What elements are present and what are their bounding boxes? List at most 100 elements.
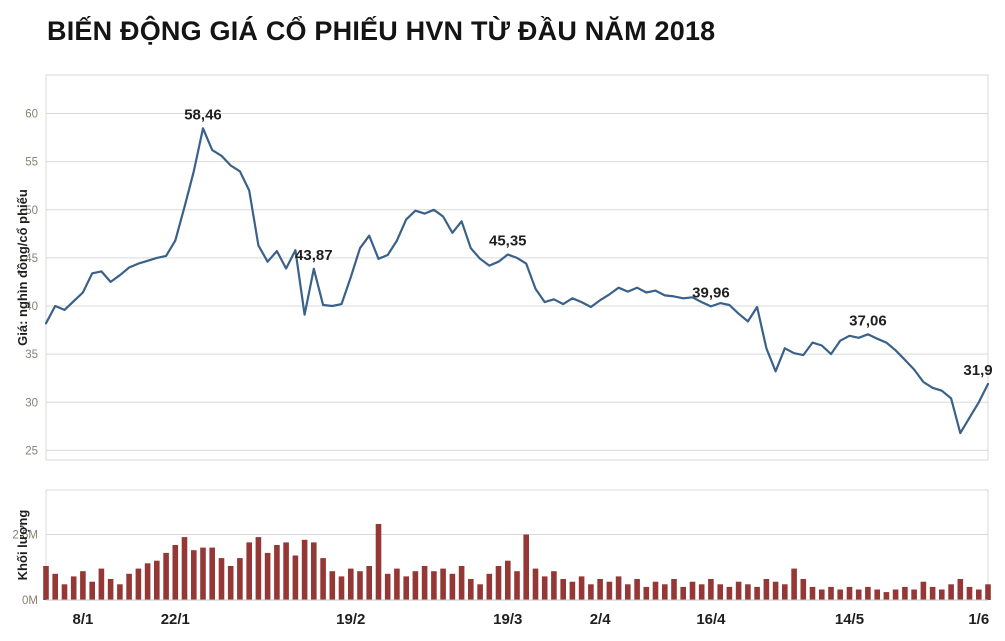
volume-bar <box>966 586 973 600</box>
volume-bar <box>735 581 742 600</box>
volume-bar <box>588 584 594 600</box>
volume-bar <box>191 550 197 600</box>
volume-bar <box>320 558 326 600</box>
price-plot-border <box>45 74 989 461</box>
volume-bar <box>227 566 234 600</box>
volume-bar <box>89 581 95 600</box>
volume-y-axis-labels: 2.5M 0M <box>12 530 988 607</box>
volume-bar <box>505 560 511 600</box>
volume-bar <box>745 584 751 600</box>
volume-bar <box>477 584 483 600</box>
volume-bar <box>98 568 105 600</box>
volume-bar <box>819 589 825 600</box>
volume-bar <box>920 581 927 600</box>
volume-bar <box>717 584 723 600</box>
volume-bar <box>828 586 834 600</box>
volume-bar <box>726 586 733 600</box>
volume-bar <box>523 534 529 600</box>
volume-bar <box>329 571 336 600</box>
volume-bar <box>237 558 243 600</box>
volume-bar <box>246 542 252 600</box>
volume-bar <box>606 581 613 600</box>
price-y-tick-label: 25 <box>25 445 38 457</box>
volume-bar <box>911 589 917 600</box>
volume-bar <box>532 568 539 600</box>
volume-axis-title: Khối lượng <box>15 510 30 581</box>
volume-bar <box>403 576 409 600</box>
volume-bar <box>800 579 807 600</box>
x-tick-label: 19/2 <box>336 611 365 628</box>
volume-bar <box>357 571 363 600</box>
price-axis-title: Giá: nghìn đồng/cổ phiếu <box>15 189 30 346</box>
volume-bar <box>551 571 557 600</box>
volume-bar <box>301 539 308 600</box>
price-y-tick-label: 40 <box>25 301 38 313</box>
volume-bar <box>929 586 936 600</box>
volume-bar <box>70 576 77 600</box>
volume-bar <box>846 586 853 600</box>
volume-bar <box>486 573 493 600</box>
volume-bar <box>458 566 465 600</box>
price-y-axis-labels: 25 30 35 40 45 50 55 60 <box>25 109 38 458</box>
volume-bar <box>200 547 206 600</box>
x-tick-label: 2/4 <box>590 611 612 628</box>
price-y-tick-label: 45 <box>25 253 38 265</box>
volume-bar <box>569 581 576 600</box>
volume-bar <box>902 586 908 600</box>
volume-bar <box>985 584 991 600</box>
price-annotations: 58,46 43,87 45,35 39,96 37,06 31,9 <box>184 106 992 379</box>
x-axis-labels: 8/1 22/1 19/2 19/3 2/4 16/4 14/5 1/6 <box>73 611 990 628</box>
price-y-tick-label: 30 <box>25 397 38 409</box>
volume-bar <box>948 584 954 600</box>
volume-y-tick-label: 0M <box>22 595 38 607</box>
x-tick-label: 19/3 <box>493 611 522 628</box>
volume-bar <box>597 579 603 600</box>
volume-bar <box>791 568 797 600</box>
volume-bar <box>80 571 86 600</box>
price-y-tick-label: 55 <box>25 157 38 169</box>
volume-bar <box>135 568 142 600</box>
volume-bar <box>412 571 419 600</box>
volume-bar <box>560 579 566 600</box>
x-tick-label: 8/1 <box>73 611 94 628</box>
volume-bars <box>43 524 991 600</box>
volume-bar <box>495 566 502 600</box>
volume-bar <box>375 524 382 600</box>
price-annotation: 45,35 <box>489 233 527 250</box>
price-annotation: 43,87 <box>295 247 333 264</box>
volume-bar <box>772 581 779 600</box>
price-gridlines <box>46 113 988 451</box>
volume-bar <box>117 584 123 600</box>
chart-title: BIẾN ĐỘNG GIÁ CỔ PHIẾU HVN TỪ ĐẦU NĂM 20… <box>47 16 716 46</box>
price-line <box>44 127 990 435</box>
price-y-tick-label: 60 <box>25 109 38 121</box>
volume-bar <box>662 584 668 600</box>
volume-bar <box>292 555 299 600</box>
volume-bar <box>61 584 68 600</box>
volume-bar <box>671 579 677 600</box>
volume-bar <box>874 589 880 600</box>
volume-bar <box>680 586 686 600</box>
volume-bar <box>181 537 188 600</box>
price-annotation: 39,96 <box>692 284 730 301</box>
volume-bar <box>708 579 714 600</box>
volume-bar <box>348 568 354 600</box>
volume-bar <box>652 581 659 600</box>
price-y-tick-label: 50 <box>25 205 38 217</box>
x-tick-label: 1/6 <box>968 611 989 628</box>
volume-bar <box>440 568 446 600</box>
volume-bar <box>283 542 289 600</box>
volume-bar <box>154 560 160 600</box>
x-tick-label: 14/5 <box>835 611 864 628</box>
price-y-tick-label: 35 <box>25 349 38 361</box>
volume-bar <box>384 573 391 600</box>
price-annotation: 58,46 <box>184 106 222 123</box>
volume-bar <box>274 545 280 600</box>
x-tick-label: 22/1 <box>161 611 190 628</box>
volume-bar <box>578 576 585 600</box>
volume-bar <box>883 592 890 600</box>
volume-bar <box>449 573 456 600</box>
volume-bar <box>421 566 428 600</box>
